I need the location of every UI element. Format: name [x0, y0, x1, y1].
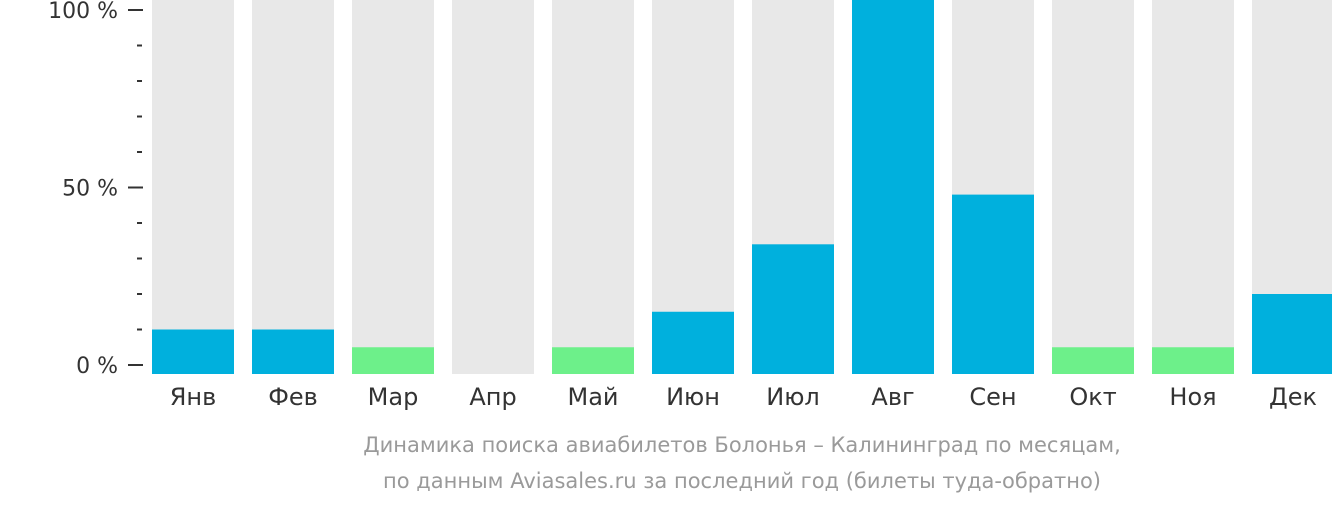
bar-6: [752, 244, 834, 374]
x-tick-label-9: Окт: [1069, 383, 1116, 411]
x-tick-label-5: Июн: [666, 383, 720, 411]
bars: [152, 0, 1332, 374]
bar-11: [1252, 294, 1332, 374]
x-tick-label-7: Авг: [871, 383, 914, 411]
x-tick-label-3: Апр: [469, 383, 516, 411]
bar-5: [652, 311, 734, 374]
x-tick-label-6: Июл: [766, 383, 820, 411]
y-tick-label-0: 0 %: [76, 354, 118, 379]
x-tick-label-11: Дек: [1269, 383, 1317, 411]
x-axis-labels: Янв Фев Мар Апр Май Июн Июл Авг Сен Окт Ноя Дек: [170, 383, 1317, 411]
x-tick-label-10: Ноя: [1169, 383, 1216, 411]
chart-caption-line-2: по данным Aviasales.ru за последний год …: [383, 469, 1101, 493]
y-tick-label-1: 50 %: [62, 177, 118, 202]
bar-track-4: [552, 0, 634, 374]
x-tick-label-4: Май: [567, 383, 618, 411]
bar-1: [252, 329, 334, 374]
x-tick-label-1: Фев: [268, 383, 318, 411]
bar-track-1: [252, 0, 334, 374]
bar-track-2: [352, 0, 434, 374]
x-tick-label-8: Сен: [969, 383, 1016, 411]
y-tick-label-2: 100 %: [48, 0, 118, 24]
bar-tracks: [152, 0, 1332, 374]
bar-track-5: [652, 0, 734, 374]
bar-2: [352, 347, 434, 374]
bar-4: [552, 347, 634, 374]
bar-track-3: [452, 0, 534, 374]
bar-10: [1152, 347, 1234, 374]
chart-caption-line-1: Динамика поиска авиабилетов Болонья – Ка…: [363, 433, 1121, 457]
x-tick-label-2: Мар: [368, 383, 419, 411]
x-tick-label-0: Янв: [170, 383, 217, 411]
bar-track-0: [152, 0, 234, 374]
bar-track-10: [1152, 0, 1234, 374]
y-axis: 0 % 50 % 100 %: [48, 0, 143, 379]
bar-9: [1052, 347, 1134, 374]
bar-track-9: [1052, 0, 1134, 374]
bar-8: [952, 194, 1034, 374]
bar-0: [152, 329, 234, 374]
bar-7: [852, 0, 934, 374]
